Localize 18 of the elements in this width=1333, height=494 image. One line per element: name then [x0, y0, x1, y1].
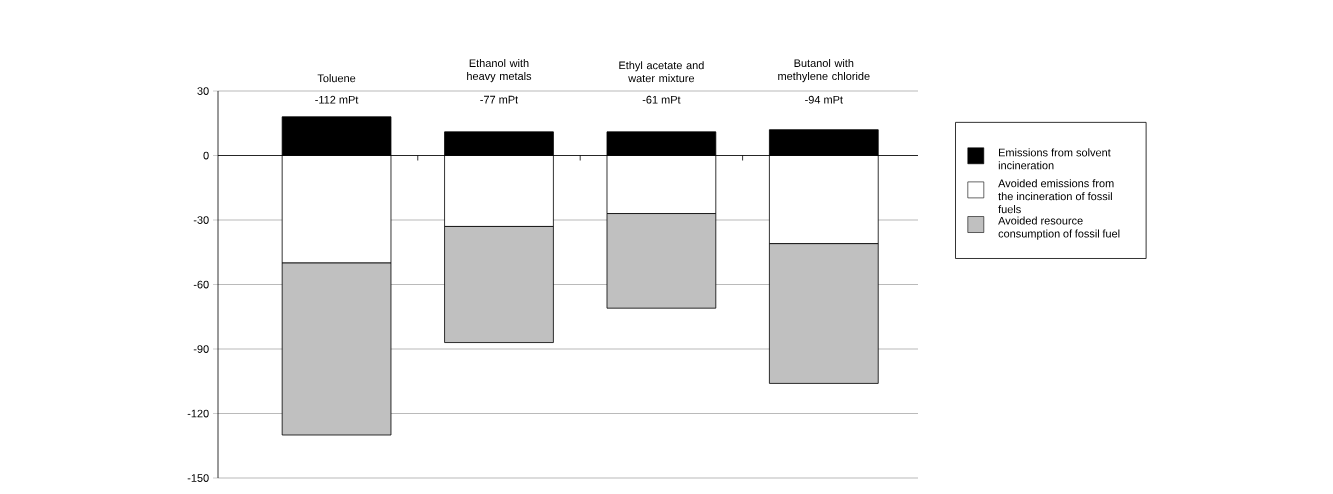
y-tick-label: -150: [187, 474, 209, 482]
y-tick-label: -30: [193, 216, 209, 224]
x-tick-label: Butanol with methylene chloride: [778, 58, 870, 83]
y-tick-label: 0: [203, 151, 209, 160]
y-tick-label: -90: [193, 345, 209, 353]
y-tick-label: 30: [197, 87, 209, 95]
x-tick-label: Ethyl acetate and water mixture: [619, 61, 704, 83]
total-label: -77 mPt: [480, 95, 519, 104]
total-label: -61 mPt: [642, 95, 681, 104]
legend-label: Emissions from solvent incineration: [998, 148, 1111, 170]
legend-label: Avoided resource consumption of fossil fuel: [998, 216, 1120, 240]
y-tick-label: -60: [193, 280, 209, 289]
y-tick-label: -120: [187, 409, 209, 418]
x-tick-label: Ethanol with heavy metals: [467, 58, 532, 83]
total-label: -94 mPt: [805, 95, 843, 104]
legend-label: Avoided emissions from the incineration of fossil fuels: [998, 179, 1114, 214]
x-tick-label: Toluene: [317, 74, 356, 83]
total-label: -112 mPt: [315, 95, 359, 104]
